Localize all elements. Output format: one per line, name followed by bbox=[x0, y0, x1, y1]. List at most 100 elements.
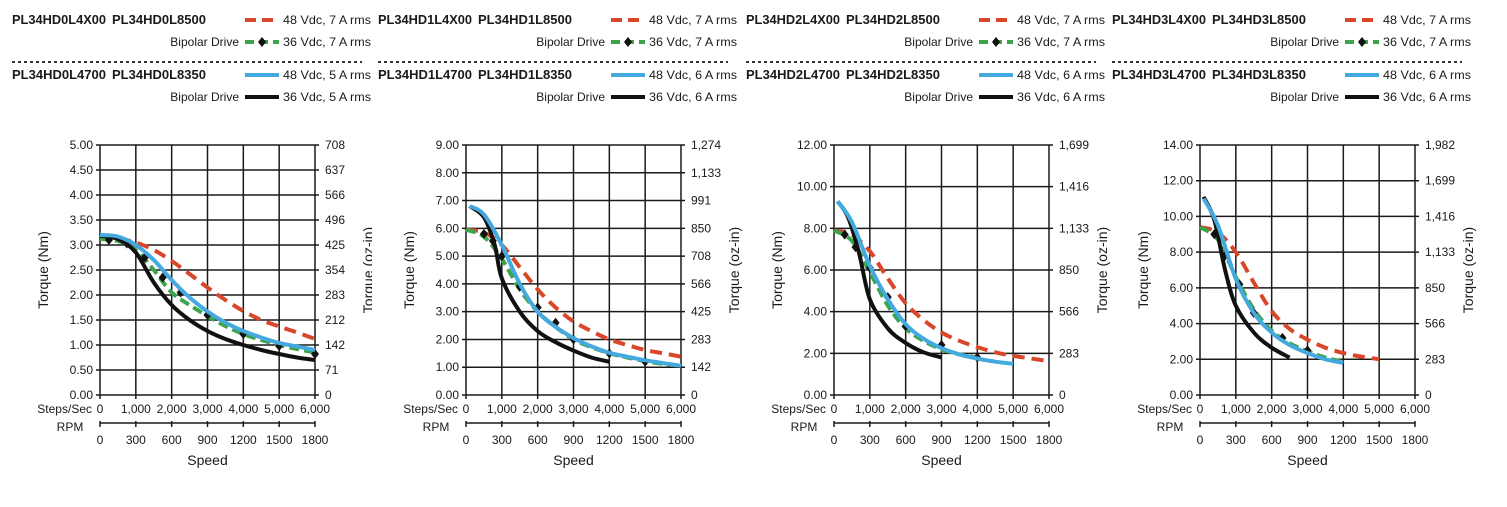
series-line-0 bbox=[833, 228, 1050, 364]
legend-label: 48 Vdc, 6 A rms bbox=[1383, 68, 1471, 82]
x-tick-label: 1,000 bbox=[855, 402, 885, 416]
legend-label: 48 Vdc, 7 A rms bbox=[283, 13, 371, 27]
y-tick-label: 10.00 bbox=[1163, 209, 1193, 223]
y2-tick-label: 637 bbox=[325, 163, 345, 177]
x-tick-label: 2,000 bbox=[157, 402, 187, 416]
y-tick-label: 4.00 bbox=[1170, 317, 1194, 331]
y2-tick-label: 1,416 bbox=[1425, 209, 1455, 223]
y2-tick-label: 142 bbox=[691, 360, 711, 374]
data-marker bbox=[1210, 229, 1219, 240]
x-axis-name: Steps/Sec bbox=[1137, 402, 1192, 416]
data-marker bbox=[551, 317, 560, 328]
x2-tick-label: 0 bbox=[97, 433, 104, 447]
y-tick-label: 2.00 bbox=[804, 346, 828, 360]
data-marker bbox=[479, 228, 488, 239]
x-tick-label: 0 bbox=[97, 402, 104, 416]
x2-tick-label: 300 bbox=[126, 433, 146, 447]
legend-model-a2: PL34HD0L8500 bbox=[112, 12, 206, 27]
x2-tick-label: 1500 bbox=[1000, 433, 1027, 447]
y2-tick-label: 708 bbox=[691, 249, 711, 263]
torque-chart-2: PL34HD2L4X00 PL34HD2L8500 Bipolar Drive PL3… bbox=[740, 0, 1112, 502]
legend-drive-a: Bipolar Drive bbox=[904, 35, 973, 49]
x-tick-label: 3,000 bbox=[192, 402, 222, 416]
legend-drive-a: Bipolar Drive bbox=[536, 35, 605, 49]
x2-tick-label: 1500 bbox=[1366, 433, 1393, 447]
y-tick-label: 2.00 bbox=[1170, 352, 1194, 366]
x2-tick-label: 1200 bbox=[1330, 433, 1357, 447]
legend-model-a1: PL34HD3L4X00 bbox=[1112, 12, 1206, 27]
y2-tick-label: 0 bbox=[691, 388, 698, 402]
y-tick-label: 9.00 bbox=[436, 138, 460, 152]
series-line-2 bbox=[1201, 197, 1344, 365]
x2-tick-label: 1200 bbox=[596, 433, 623, 447]
y2-tick-label: 991 bbox=[691, 194, 711, 208]
x-tick-label: 6,000 bbox=[1400, 402, 1430, 416]
legend-model-b1: PL34HD3L4700 bbox=[1112, 67, 1206, 82]
legend-model-b2: PL34HD1L8350 bbox=[478, 67, 572, 82]
y2-tick-label: 496 bbox=[325, 213, 345, 227]
y2-tick-label: 566 bbox=[691, 277, 711, 291]
y-tick-label: 8.00 bbox=[436, 166, 460, 180]
legend-drive-b: Bipolar Drive bbox=[904, 90, 973, 104]
y2-tick-label: 425 bbox=[691, 305, 711, 319]
legend-drive-b: Bipolar Drive bbox=[1270, 90, 1339, 104]
x2-axis-name: RPM bbox=[791, 420, 818, 434]
y2-tick-label: 354 bbox=[325, 263, 345, 277]
grid bbox=[96, 144, 319, 399]
x2-tick-label: 300 bbox=[1226, 433, 1246, 447]
y2-tick-label: 283 bbox=[1059, 346, 1079, 360]
legend-label: 36 Vdc, 7 A rms bbox=[1017, 35, 1105, 49]
series-line-3 bbox=[99, 234, 316, 362]
x-tick-label: 6,000 bbox=[1034, 402, 1064, 416]
legend-label: 36 Vdc, 7 A rms bbox=[649, 35, 737, 49]
legend-label: 48 Vdc, 6 A rms bbox=[649, 68, 737, 82]
legend-model-b1: PL34HD2L4700 bbox=[746, 67, 840, 82]
y-tick-label: 14.00 bbox=[1163, 138, 1193, 152]
series-group bbox=[99, 233, 319, 362]
series-line-2 bbox=[468, 204, 682, 368]
x-tick-label: 3,000 bbox=[558, 402, 588, 416]
x2-tick-label: 1500 bbox=[266, 433, 293, 447]
x2-tick-label: 1200 bbox=[230, 433, 257, 447]
legend-label: 48 Vdc, 7 A rms bbox=[1017, 13, 1105, 27]
x-tick-label: 5,000 bbox=[264, 402, 294, 416]
y2-tick-label: 708 bbox=[325, 138, 345, 152]
legend-model-b2: PL34HD0L8350 bbox=[112, 67, 206, 82]
y2-tick-label: 0 bbox=[1425, 388, 1432, 402]
y2-tick-label: 425 bbox=[325, 238, 345, 252]
legend-model-a2: PL34HD1L8500 bbox=[478, 12, 572, 27]
x-tick-label: 6,000 bbox=[666, 402, 696, 416]
y2-tick-label: 850 bbox=[691, 221, 711, 235]
x2-tick-label: 600 bbox=[896, 433, 916, 447]
y-tick-label: 6.00 bbox=[804, 263, 828, 277]
series-group bbox=[465, 204, 682, 368]
y-axis-title: Torque (Nm) bbox=[35, 231, 51, 309]
legend-model-a1: PL34HD2L4X00 bbox=[746, 12, 840, 27]
y-tick-label: 3.00 bbox=[436, 305, 460, 319]
series-line-0 bbox=[1199, 225, 1380, 362]
x-axis-name: Steps/Sec bbox=[403, 402, 458, 416]
x-axis-title: Speed bbox=[553, 452, 593, 468]
y2-tick-label: 142 bbox=[325, 338, 345, 352]
x-tick-label: 0 bbox=[463, 402, 470, 416]
x2-tick-label: 600 bbox=[1262, 433, 1282, 447]
legend-label: 36 Vdc, 6 A rms bbox=[1383, 90, 1471, 104]
y-tick-label: 5.00 bbox=[70, 138, 94, 152]
legend-drive-b: Bipolar Drive bbox=[536, 90, 605, 104]
y-tick-label: 0.00 bbox=[1170, 388, 1194, 402]
torque-chart-1: PL34HD1L4X00 PL34HD1L8500 Bipolar Drive PL3… bbox=[372, 0, 744, 502]
y2-tick-label: 1,133 bbox=[1425, 245, 1455, 259]
y-axis-title: Torque (Nm) bbox=[1135, 231, 1151, 309]
x-tick-label: 0 bbox=[831, 402, 838, 416]
y2-tick-label: 212 bbox=[325, 313, 345, 327]
y2-tick-label: 850 bbox=[1425, 281, 1445, 295]
y2-axis-title: Torque (oz-in) bbox=[1094, 227, 1110, 313]
legend: PL34HD2L4X00 PL34HD2L8500 Bipolar Drive PL3… bbox=[746, 12, 1105, 104]
x2-tick-label: 600 bbox=[528, 433, 548, 447]
x-tick-label: 1,000 bbox=[1221, 402, 1251, 416]
legend-diamond-marker bbox=[624, 37, 632, 47]
x-tick-label: 4,000 bbox=[228, 402, 258, 416]
grid bbox=[1196, 144, 1419, 399]
x-axis-title: Speed bbox=[1287, 452, 1327, 468]
x-tick-label: 2,000 bbox=[523, 402, 553, 416]
